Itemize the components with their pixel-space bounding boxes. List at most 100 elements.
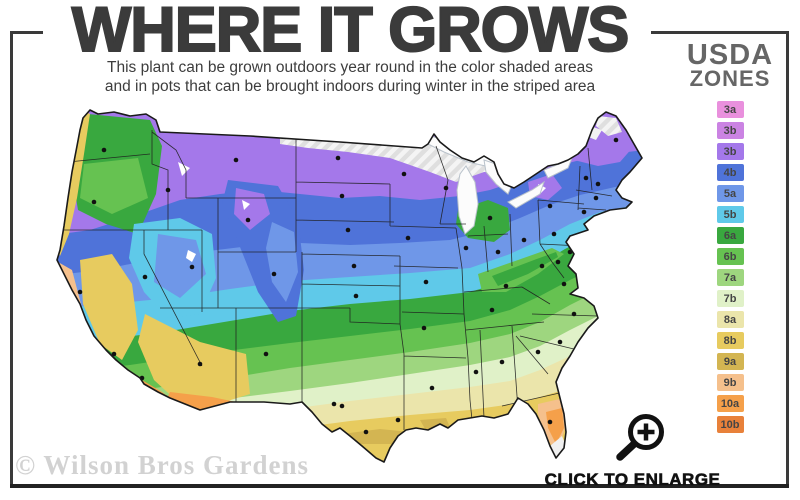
click-to-enlarge-label: CLICK TO ENLARGE [544,470,721,490]
zone-chip-4b: 4b [716,164,744,182]
legend-title-usda: USDA [686,39,774,71]
us-outline [56,109,643,463]
zone-chip-10a: 10a [716,395,744,413]
city-dot [363,429,369,435]
lake-michigan [456,165,479,235]
city-dot [547,419,553,425]
city-dot [101,147,107,153]
zone-patch-appalachia-dark [492,252,558,286]
frame-top-right-border [651,31,789,34]
city-dot [351,263,357,269]
city-dot [487,215,493,221]
city-dot [353,293,359,299]
striped-area-north [280,130,520,182]
zone-patch-nw-green-light [80,158,148,214]
subtitle-line-2: and in pots that can be brought indoors … [104,77,596,95]
city-dot [331,401,337,407]
city-dot [339,403,345,409]
frame-left-border [10,31,13,488]
city-dot [197,361,203,367]
frame-bottom-border [10,484,789,488]
city-dot [521,237,527,243]
zone-chip-7b: 7b [716,290,744,308]
city-dot [503,283,509,289]
zone-chip-8b: 8b [716,332,744,350]
city-dot [345,227,351,233]
zone-patch-newengland-purple [540,110,634,166]
city-dot [463,245,469,251]
city-dot [555,259,561,265]
frame-right-border [786,31,789,488]
zone-patch-rockies-snow [242,200,250,210]
zone-chip-10b: 10b [716,416,744,434]
city-dot [423,279,429,285]
city-dot [395,417,401,423]
zone-patch-nevada-blue [154,234,206,298]
us-zone-map[interactable] [50,102,650,474]
legend-title-zones: ZONES [689,66,771,92]
city-dot [495,249,501,255]
city-dot [271,271,277,277]
city-dot [77,289,83,295]
watermark: © Wilson Bros Gardens [15,450,309,480]
city-dot [473,369,479,375]
city-dot [421,325,427,331]
zone-patch-montana-snow [178,162,190,176]
zone-chip-5b: 5b [716,206,744,224]
city-dot [142,274,148,280]
usda-zones-legend: USDA ZONES 3a 3b 3b 4b 5a 5b 6a 6b 7a 7b 8a 8b 9a 9b 1… [655,39,800,437]
city-dot [339,193,345,199]
zone-patch-wyoming-purple [234,188,270,230]
city-dot [499,359,505,365]
zone-chip-5a: 5a [716,185,744,203]
page-title: WHERE IT GROWS [71,0,630,66]
zone-patch-california-gold [80,254,138,360]
zone-chip-7a: 7a [716,269,744,287]
city-dot [535,349,541,355]
city-dot [547,203,553,209]
city-dot [429,385,435,391]
click-to-enlarge-button[interactable]: CLICK TO ENLARGE [535,404,730,490]
zone-patch-california-coast-peach [57,262,144,394]
city-dot [165,187,171,193]
striped-area-maine [596,116,622,136]
zone-chip-list: 3a 3b 3b 4b 5a 5b 6a 6b 7a 7b 8a 8b 9a 9b 10a 10b [655,101,800,434]
zone-patch-colorado-blue [266,222,298,302]
zone-chip-8a: 8a [716,311,744,329]
city-dot [595,181,601,187]
city-dot [91,199,97,205]
zone-chip-9b: 9b [716,374,744,392]
zone-chip-3b: 3b [716,122,744,140]
zone-patch-10a-florida [546,408,564,444]
city-dot [613,137,619,143]
city-dot [583,175,589,181]
city-dot [401,171,407,177]
city-dot [263,351,269,357]
city-dot [443,185,449,191]
subtitle-line-1: This plant can be grown outdoors year ro… [107,59,593,76]
city-dot [405,235,411,241]
city-dot [233,157,239,163]
zone-chip-3a: 3a [716,101,744,119]
city-dot [335,155,341,161]
city-dot [539,263,545,269]
magnifier-plus-icon [616,414,664,461]
city-dot [245,217,251,223]
state-borders [58,130,613,430]
subtitle: This plant can be grown outdoors year ro… [0,59,700,97]
frame-top-left-border [10,31,43,34]
city-dot [551,231,557,237]
zone-chip-6b: 6b [716,248,744,266]
city-dot [571,311,577,317]
city-dot [561,281,567,287]
great-salt-lake [186,250,196,262]
zone-chip-6a: 6a [716,227,744,245]
zone-chip-9a: 9a [716,353,744,371]
city-dot [581,209,587,215]
city-dot [489,307,495,313]
city-dot [557,339,563,345]
city-dot [111,351,117,357]
zone-chip-3b: 3b [716,143,744,161]
city-dot [189,264,195,270]
lake-erie [507,180,545,209]
